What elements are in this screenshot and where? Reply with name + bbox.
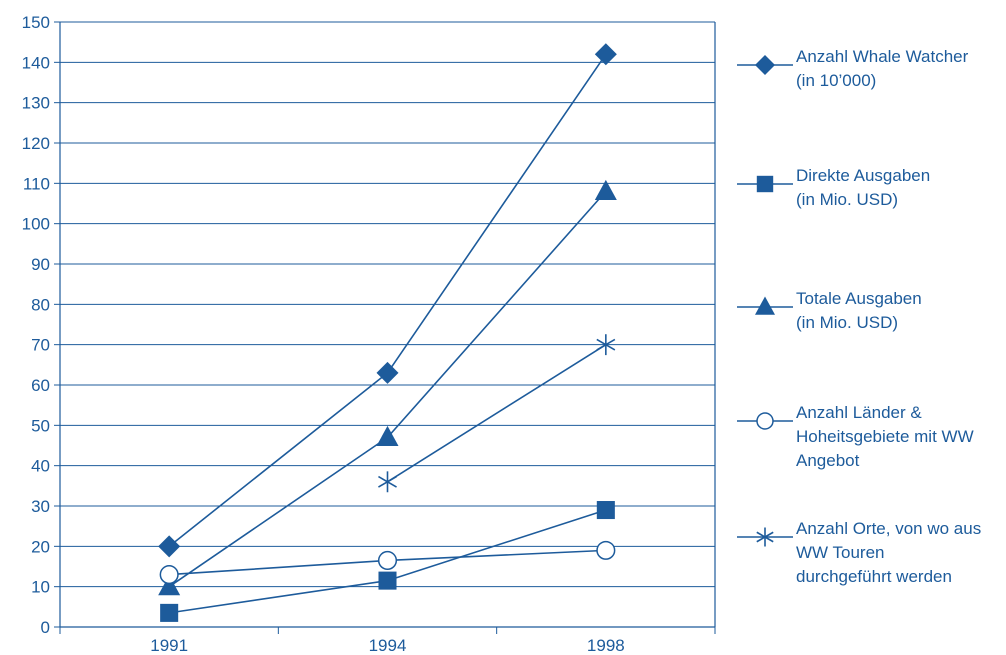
- y-tick-label: 100: [22, 215, 50, 234]
- star-stroke: [596, 338, 616, 351]
- x-tick-label: 1994: [369, 636, 407, 655]
- y-tick-label: 10: [31, 578, 50, 597]
- data-point-circle: [377, 550, 398, 571]
- y-tick-label: 20: [31, 537, 50, 556]
- data-point-square: [596, 501, 615, 520]
- legend-label: (in Mio. USD): [796, 190, 898, 209]
- y-tick-label: 80: [31, 295, 50, 314]
- y-tick-label: 60: [31, 376, 50, 395]
- data-point-triangle: [594, 179, 617, 200]
- legend-item-5: Anzahl Orte, von wo aus WW Touren durchgef…: [737, 519, 981, 586]
- legend: Anzahl Whale Watcher (in 10’000) Direkte A…: [737, 47, 981, 586]
- y-tick-label: 70: [31, 336, 50, 355]
- legend-symbol-star: [756, 527, 774, 547]
- series-lines: [168, 53, 607, 614]
- y-tick-label: 140: [22, 53, 50, 72]
- legend-label: Totale Ausgaben: [796, 289, 922, 308]
- data-point-circle: [596, 540, 616, 560]
- legend-item-2: Direkte Ausgaben (in Mio. USD): [737, 166, 930, 209]
- data-point-triangle: [158, 575, 181, 596]
- legend-label: WW Touren: [796, 543, 885, 562]
- data-point-diamond: [594, 43, 617, 66]
- data-point-diamond: [158, 535, 181, 558]
- x-tick-label: 1998: [587, 636, 625, 655]
- legend-item-3: Totale Ausgaben (in Mio. USD): [737, 289, 922, 332]
- legend-label: Anzahl Whale Watcher: [796, 47, 969, 66]
- legend-item-4: Anzahl Länder & Hoheitsgebiete mit WW Ange…: [737, 403, 974, 470]
- y-tick-label: 0: [41, 618, 50, 637]
- x-tick-label: 1991: [150, 636, 188, 655]
- data-point-square: [160, 603, 179, 622]
- legend-symbol-triangle: [755, 296, 775, 315]
- star-stroke: [756, 531, 774, 543]
- legend-label: Angebot: [796, 451, 860, 470]
- legend-label: Anzahl Länder &: [796, 403, 922, 422]
- y-tick-label: 120: [22, 134, 50, 153]
- legend-symbol-diamond: [755, 55, 775, 75]
- data-point-diamond: [376, 361, 399, 384]
- data-point-triangle: [376, 425, 399, 447]
- legend-item-1: Anzahl Whale Watcher (in 10’000): [737, 47, 969, 90]
- data-point-circle: [159, 565, 179, 585]
- y-tick-label: 50: [31, 416, 50, 435]
- y-tick-label: 30: [31, 497, 50, 516]
- legend-label: Anzahl Orte, von wo aus: [796, 519, 981, 538]
- legend-label: Hoheitsgebiete mit WW: [796, 427, 974, 446]
- data-point-star: [378, 471, 397, 493]
- grid-lines: [60, 21, 715, 588]
- star-stroke: [378, 475, 397, 488]
- y-tick-label: 110: [23, 174, 50, 193]
- series-line-3: [168, 190, 607, 588]
- data-markers: [158, 43, 617, 622]
- y-tick-label: 40: [31, 457, 50, 476]
- legend-label: durchgeführt werden: [796, 567, 952, 586]
- data-point-square: [378, 571, 397, 590]
- y-tick-label: 150: [22, 13, 50, 32]
- legend-label: Direkte Ausgaben: [796, 166, 930, 185]
- legend-label: (in 10’000): [796, 71, 876, 90]
- legend-symbol-square: [756, 175, 774, 193]
- series-line-5: [387, 343, 607, 483]
- y-tick-label: 130: [22, 94, 50, 113]
- data-point-star: [596, 334, 616, 356]
- y-tick-label: 90: [31, 255, 50, 274]
- legend-label: (in Mio. USD): [796, 313, 898, 332]
- axes: 0 10 20 30 40 50 60 70 80 90 100 110 120 130 140 150 199…: [22, 13, 716, 655]
- legend-symbol-circle: [756, 412, 774, 430]
